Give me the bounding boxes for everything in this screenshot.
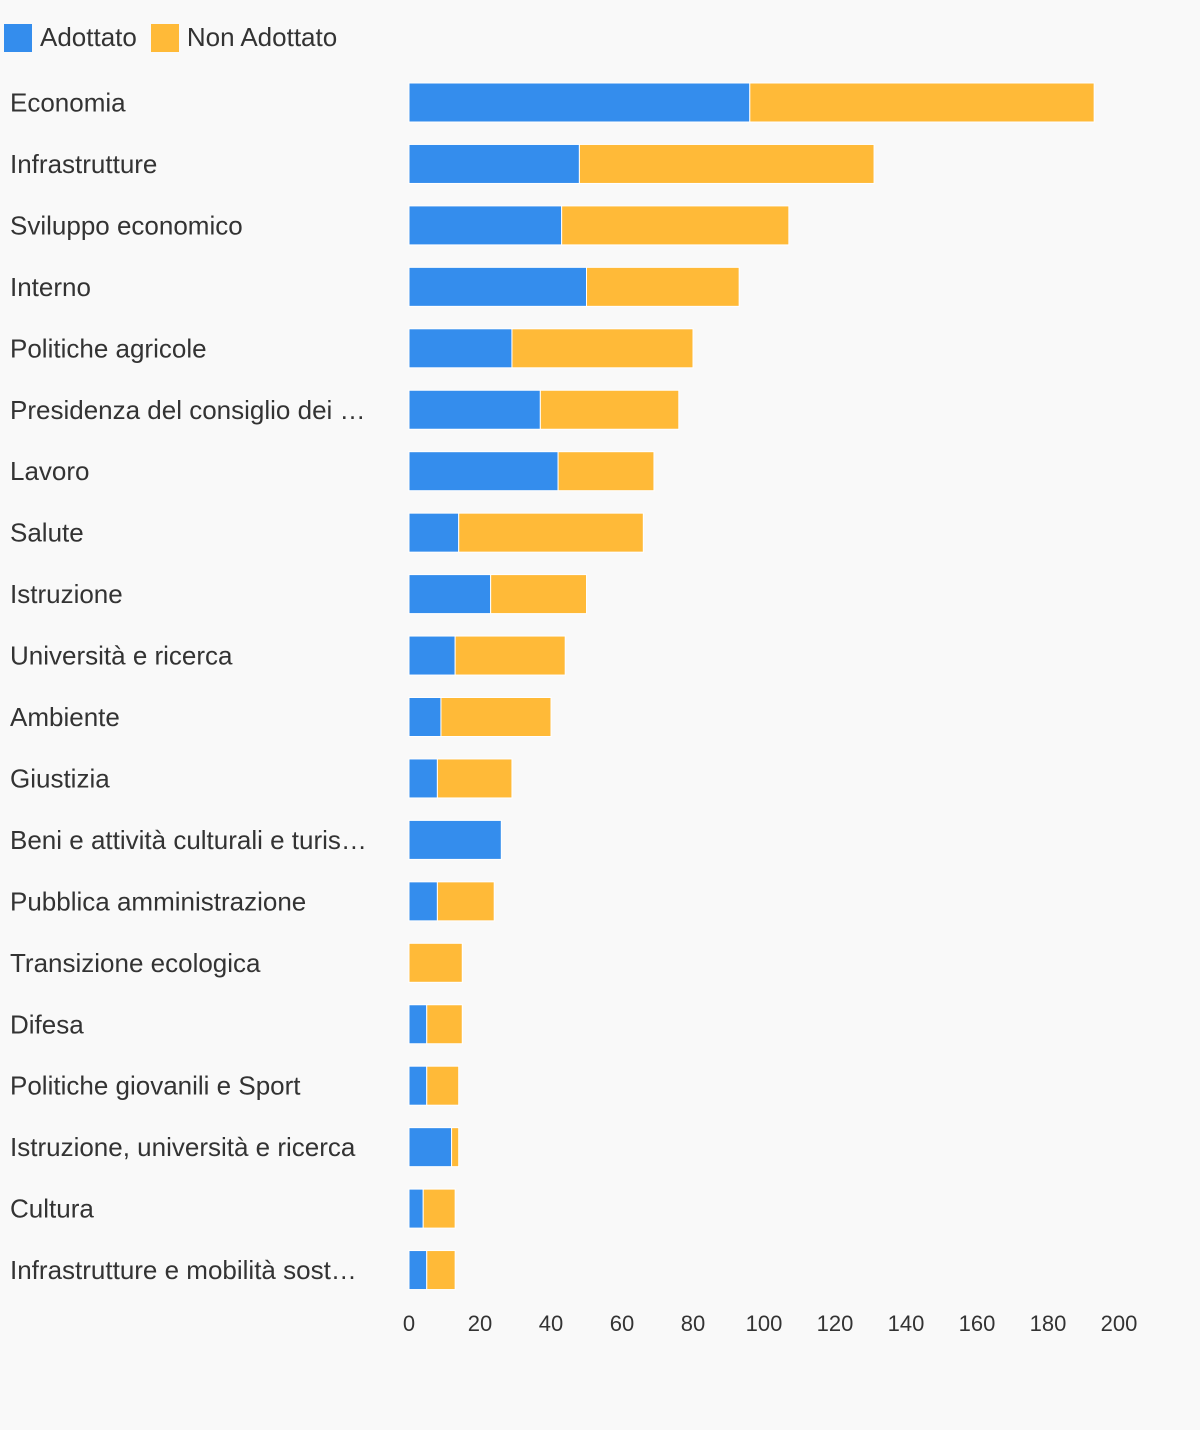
x-tick-label-120: 120	[817, 1311, 854, 1336]
bar-non-adottato-istruzione-universita-e-ricerca[interactable]	[451, 1127, 460, 1168]
bar-non-adottato-transizione-ecologica[interactable]	[408, 942, 463, 983]
bar-non-adottato-universita-e-ricerca[interactable]	[454, 635, 566, 676]
bar-adottato-beni-e-attivita-culturali-e-turis[interactable]	[408, 819, 502, 860]
bar-adottato-infrastrutture-e-mobilita-sost[interactable]	[408, 1250, 428, 1291]
bar-non-adottato-difesa[interactable]	[426, 1004, 463, 1045]
legend-item-adottato[interactable]: Adottato	[4, 22, 137, 53]
legend-label-non-adottato: Non Adottato	[186, 22, 338, 52]
bar-non-adottato-infrastrutture-e-mobilita-sost[interactable]	[426, 1250, 456, 1291]
bar-non-adottato-economia[interactable]	[749, 82, 1095, 123]
bar-non-adottato-istruzione[interactable]	[490, 574, 587, 615]
bar-non-adottato-infrastrutture[interactable]	[578, 143, 875, 184]
bar-non-adottato-politiche-giovanili-e-sport[interactable]	[426, 1065, 460, 1106]
category-label-difesa: Difesa	[10, 1009, 84, 1039]
category-label-lavoro: Lavoro	[10, 456, 90, 486]
x-tick-label-180: 180	[1030, 1311, 1067, 1336]
x-tick-label-0: 0	[403, 1311, 415, 1336]
category-label-ambiente: Ambiente	[10, 702, 120, 732]
bar-non-adottato-sviluppo-economico[interactable]	[561, 205, 790, 246]
x-tick-label-80: 80	[681, 1311, 705, 1336]
x-tick-label-60: 60	[610, 1311, 634, 1336]
bar-adottato-difesa[interactable]	[408, 1004, 428, 1045]
category-label-sviluppo-economico: Sviluppo economico	[10, 210, 243, 240]
bar-adottato-presidenza-del-consiglio-dei[interactable]	[408, 389, 541, 430]
bar-non-adottato-politiche-agricole[interactable]	[511, 328, 694, 369]
category-label-pubblica-amministrazione: Pubblica amministrazione	[10, 886, 306, 916]
category-label-istruzione-universita-e-ricerca: Istruzione, università e ricerca	[10, 1132, 356, 1162]
category-label-politiche-agricole: Politiche agricole	[10, 333, 207, 363]
bar-adottato-politiche-agricole[interactable]	[408, 328, 513, 369]
bar-adottato-sviluppo-economico[interactable]	[408, 205, 563, 246]
category-label-transizione-ecologica: Transizione ecologica	[10, 948, 261, 978]
x-tick-label-140: 140	[888, 1311, 925, 1336]
bar-adottato-infrastrutture[interactable]	[408, 143, 580, 184]
x-tick-label-20: 20	[468, 1311, 492, 1336]
legend-item-non-adottato[interactable]: Non Adottato	[150, 22, 338, 53]
category-label-interno: Interno	[10, 272, 91, 302]
bar-adottato-universita-e-ricerca[interactable]	[408, 635, 456, 676]
category-label-infrastrutture-e-mobilita-sost: Infrastrutture e mobilità sost…	[10, 1255, 357, 1285]
bar-adottato-ambiente[interactable]	[408, 697, 442, 737]
chart-legend: Adottato Non Adottato	[4, 22, 351, 53]
bar-non-adottato-pubblica-amministrazione[interactable]	[436, 881, 495, 922]
category-label-beni-e-attivita-culturali-e-turis: Beni e attività culturali e turis…	[10, 825, 367, 855]
bar-non-adottato-lavoro[interactable]	[557, 451, 655, 492]
legend-swatch-adottato	[4, 23, 32, 52]
bar-adottato-salute[interactable]	[408, 512, 460, 553]
bar-non-adottato-presidenza-del-consiglio-dei[interactable]	[539, 389, 680, 430]
category-label-istruzione: Istruzione	[10, 579, 123, 609]
legend-label-adottato: Adottato	[40, 22, 137, 52]
bar-non-adottato-interno[interactable]	[586, 266, 740, 307]
bar-adottato-interno[interactable]	[408, 266, 587, 307]
bar-adottato-cultura[interactable]	[408, 1188, 424, 1229]
bar-adottato-lavoro[interactable]	[408, 451, 559, 492]
category-label-cultura: Cultura	[10, 1194, 94, 1224]
bar-adottato-istruzione[interactable]	[408, 574, 492, 615]
legend-swatch-non-adottato	[150, 23, 179, 52]
bar-non-adottato-ambiente[interactable]	[440, 697, 552, 737]
x-tick-label-200: 200	[1101, 1311, 1138, 1336]
x-tick-label-100: 100	[746, 1311, 783, 1336]
bar-adottato-economia[interactable]	[408, 82, 751, 123]
category-label-economia: Economia	[10, 88, 126, 118]
bar-adottato-politiche-giovanili-e-sport[interactable]	[408, 1065, 428, 1106]
bar-non-adottato-salute[interactable]	[458, 512, 644, 553]
bar-non-adottato-cultura[interactable]	[422, 1188, 456, 1229]
bar-adottato-pubblica-amministrazione[interactable]	[408, 881, 438, 922]
category-label-presidenza-del-consiglio-dei: Presidenza del consiglio dei …	[10, 395, 366, 425]
category-label-salute: Salute	[10, 518, 84, 548]
category-label-politiche-giovanili-e-sport: Politiche giovanili e Sport	[10, 1071, 301, 1101]
bar-non-adottato-giustizia[interactable]	[436, 758, 513, 799]
category-label-universita-e-ricerca: Università e ricerca	[10, 641, 233, 671]
x-tick-label-160: 160	[959, 1311, 996, 1336]
x-tick-label-40: 40	[539, 1311, 563, 1336]
bar-adottato-istruzione-universita-e-ricerca[interactable]	[408, 1127, 453, 1168]
category-label-infrastrutture: Infrastrutture	[10, 149, 157, 179]
bar-adottato-giustizia[interactable]	[408, 758, 438, 799]
category-label-giustizia: Giustizia	[10, 763, 110, 793]
